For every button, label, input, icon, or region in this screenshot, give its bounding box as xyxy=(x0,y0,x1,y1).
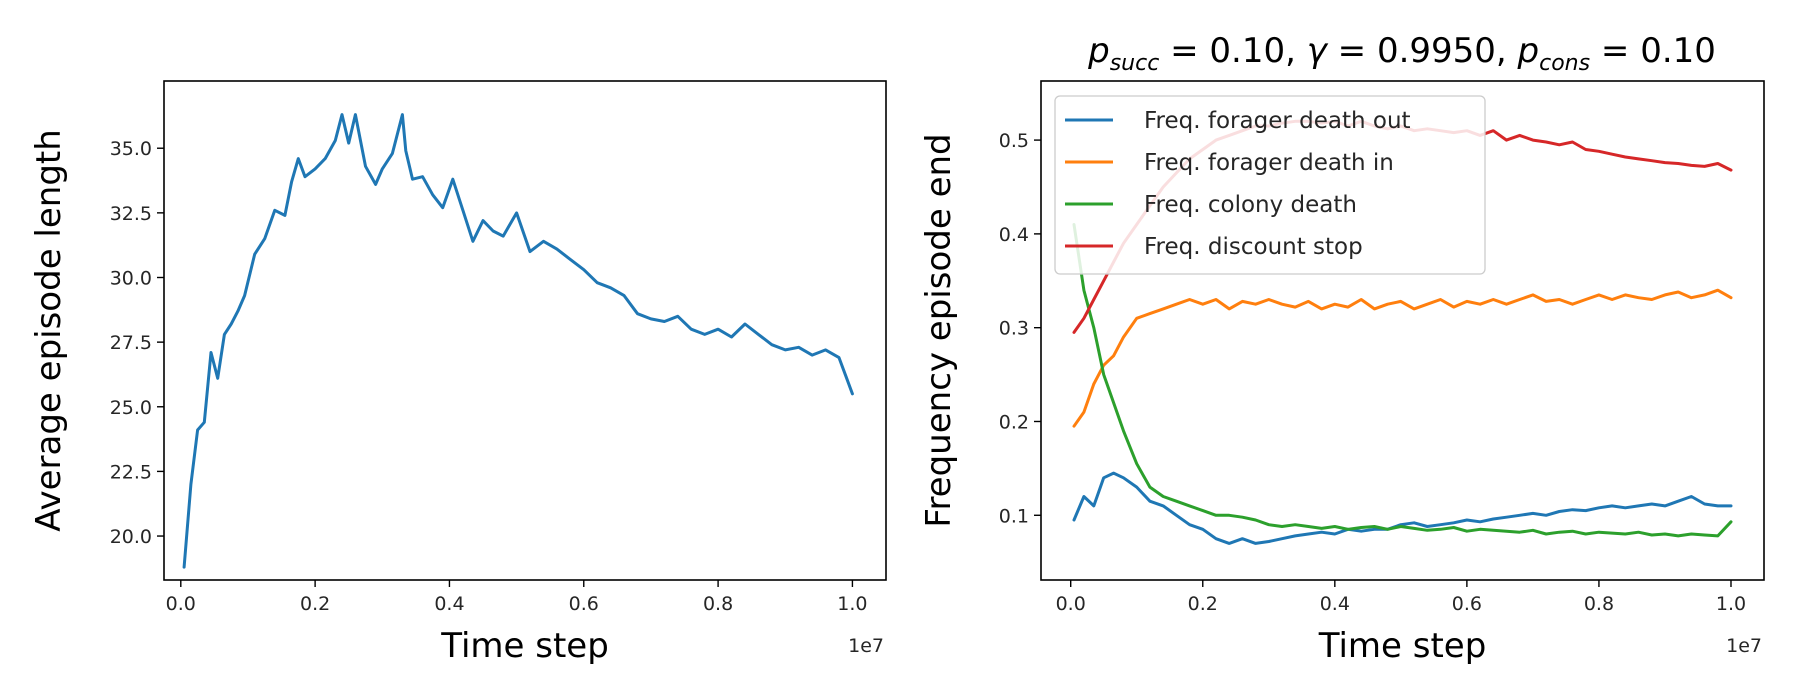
left-x-axis-label: Time step xyxy=(440,626,609,666)
y-tick-label: 35.0 xyxy=(110,138,152,160)
y-tick-label: 0.5 xyxy=(999,130,1029,152)
y-tick-label: 30.0 xyxy=(110,267,152,289)
right-chart-title: psucc = 0.10, γ = 0.9950, pcons = 0.10 xyxy=(1087,31,1716,76)
x-tick-label: 0.2 xyxy=(1188,593,1218,615)
left-series-layer xyxy=(182,113,854,569)
left-x-ticks: 0.0 0.2 0.4 0.6 0.8 1.0 xyxy=(166,580,868,615)
x-tick-label: 0.4 xyxy=(434,593,464,615)
right-y-axis-label: Frequency episode end xyxy=(919,133,959,527)
right-x-offset-label: 1e7 xyxy=(1726,635,1762,657)
left-x-offset-label: 1e7 xyxy=(848,635,884,657)
legend-entry: Freq. colony death xyxy=(1144,192,1357,218)
legend: Freq. forager death out Freq. forager dea… xyxy=(1054,95,1486,275)
x-tick-label: 1.0 xyxy=(1716,593,1746,615)
right-chart-panel: psucc = 0.10, γ = 0.9950, pcons = 0.10 0… xyxy=(919,31,1765,666)
right-x-ticks: 0.0 0.2 0.4 0.6 0.8 1.0 xyxy=(1056,580,1746,615)
right-plot-frame xyxy=(1040,80,1765,581)
y-tick-label: 0.1 xyxy=(999,505,1029,527)
y-tick-label: 0.3 xyxy=(999,318,1029,340)
right-x-axis-label: Time step xyxy=(1318,626,1487,666)
x-tick-label: 1.0 xyxy=(837,593,867,615)
y-tick-label: 22.5 xyxy=(110,461,152,483)
left-chart-panel: 0.0 0.2 0.4 0.6 0.8 1.0 20.0 22.5 25.0 27.5 30.0 3… xyxy=(29,80,887,666)
left-y-axis-label: Average episode length xyxy=(29,129,69,532)
x-tick-label: 0.0 xyxy=(166,593,196,615)
legend-entry: Freq. discount stop xyxy=(1144,234,1363,260)
series-line-average-episode-length xyxy=(182,113,854,569)
x-tick-label: 0.8 xyxy=(1584,593,1614,615)
left-y-ticks: 20.0 22.5 25.0 27.5 30.0 32.5 35.0 xyxy=(110,138,164,548)
y-tick-label: 25.0 xyxy=(110,397,152,419)
y-tick-label: 32.5 xyxy=(110,203,152,225)
left-plot-frame xyxy=(163,80,887,581)
y-tick-label: 0.2 xyxy=(999,411,1029,433)
series-line-freq-forager-death-in xyxy=(1072,288,1733,428)
right-y-ticks: 0.1 0.2 0.3 0.4 0.5 xyxy=(999,130,1041,527)
x-tick-label: 0.2 xyxy=(300,593,330,615)
x-tick-label: 0.8 xyxy=(703,593,733,615)
legend-box xyxy=(1054,95,1486,275)
legend-entry: Freq. forager death out xyxy=(1144,108,1411,134)
y-tick-label: 0.4 xyxy=(999,224,1029,246)
x-tick-label: 0.6 xyxy=(1452,593,1482,615)
x-tick-label: 0.4 xyxy=(1320,593,1350,615)
y-tick-label: 20.0 xyxy=(110,526,152,548)
x-tick-label: 0.6 xyxy=(569,593,599,615)
legend-entry: Freq. forager death in xyxy=(1144,150,1394,176)
x-tick-label: 0.0 xyxy=(1056,593,1086,615)
series-line-freq-colony-death xyxy=(1072,223,1733,538)
y-tick-label: 27.5 xyxy=(110,332,152,354)
